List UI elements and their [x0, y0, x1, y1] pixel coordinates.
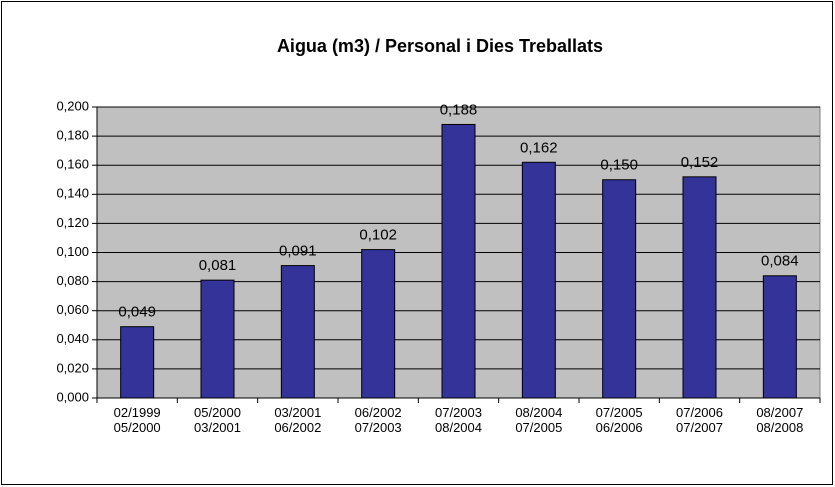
data-label: 0,162 — [520, 139, 558, 156]
data-label: 0,102 — [359, 227, 397, 244]
bar — [762, 275, 797, 399]
bar — [441, 123, 476, 399]
data-label: 0,150 — [600, 157, 638, 174]
data-label: 0,188 — [440, 101, 478, 118]
bar — [682, 176, 717, 399]
data-label: 0,049 — [118, 304, 156, 321]
x-tick-label: 07/2005 06/2006 — [596, 405, 643, 435]
chart-title: Aigua (m3) / Personal i Dies Treballats — [277, 36, 603, 56]
x-tick-line: 05/2000 — [114, 420, 161, 435]
bar — [521, 161, 556, 399]
data-label: 0,084 — [761, 253, 799, 270]
x-tick-line: 03/2001 — [274, 405, 321, 420]
y-tick-label: 0,040 — [56, 331, 89, 346]
x-tick-label: 03/2001 06/2002 — [274, 405, 321, 435]
x-tick-line: 06/2002 — [274, 420, 321, 435]
y-tick-label: 0,200 — [56, 98, 89, 113]
x-tick-label: 07/2003 08/2004 — [435, 405, 482, 435]
x-tick-line: 08/2007 — [756, 405, 803, 420]
x-tick-line: 08/2004 — [435, 420, 482, 435]
x-tick-line: 07/2005 — [596, 405, 643, 420]
bar — [602, 179, 637, 399]
x-tick-line: 07/2005 — [515, 420, 562, 435]
y-tick-label: 0,120 — [56, 215, 89, 230]
bar — [120, 326, 155, 399]
x-tick-line: 07/2006 — [676, 405, 723, 420]
x-tick-line: 08/2008 — [756, 420, 803, 435]
data-label: 0,152 — [681, 154, 719, 171]
y-tick-label: 0,180 — [56, 128, 89, 143]
bar — [200, 279, 235, 399]
x-tick-label: 06/2002 07/2003 — [355, 405, 402, 435]
y-tick-label: 0,140 — [56, 186, 89, 201]
x-tick-label: 08/2007 08/2008 — [756, 405, 803, 435]
data-label: 0,091 — [279, 243, 317, 260]
x-tick-line: 06/2006 — [596, 420, 643, 435]
x-tick-line: 03/2001 — [194, 420, 241, 435]
x-tick-label: 08/2004 07/2005 — [515, 405, 562, 435]
y-tick-label: 0,080 — [56, 273, 89, 288]
x-tick-label: 05/2000 03/2001 — [194, 405, 241, 435]
x-tick-label: 02/1999 05/2000 — [114, 405, 161, 435]
y-tick-label: 0,060 — [56, 302, 89, 317]
x-tick-label: 07/2006 07/2007 — [676, 405, 723, 435]
x-tick-line: 05/2000 — [194, 405, 241, 420]
y-tick-label: 0,100 — [56, 244, 89, 259]
x-tick-line: 02/1999 — [114, 405, 161, 420]
bar — [280, 265, 315, 399]
x-tick-line: 06/2002 — [355, 405, 402, 420]
data-label: 0,081 — [199, 257, 237, 274]
x-tick-line: 07/2003 — [355, 420, 402, 435]
x-tick-line: 07/2003 — [435, 405, 482, 420]
y-tick-label: 0,000 — [56, 389, 89, 404]
x-tick-line: 08/2004 — [515, 405, 562, 420]
y-tick-label: 0,020 — [56, 360, 89, 375]
y-tick-label: 0,160 — [56, 157, 89, 172]
x-tick-line: 07/2007 — [676, 420, 723, 435]
bar — [361, 249, 396, 399]
